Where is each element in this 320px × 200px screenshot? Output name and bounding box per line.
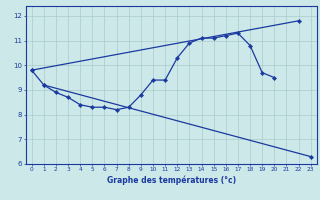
X-axis label: Graphe des températures (°c): Graphe des températures (°c)	[107, 175, 236, 185]
